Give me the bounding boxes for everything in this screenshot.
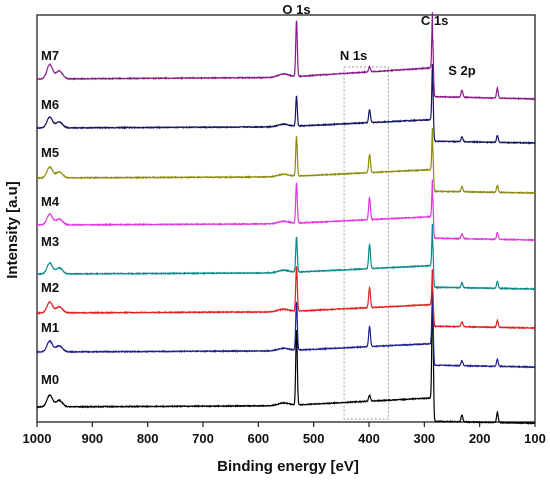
peak-label-s2p: S 2p — [448, 63, 476, 78]
peak-label-c1s: C 1s — [421, 13, 448, 28]
peak-labels: O 1s N 1s C 1s S 2p — [282, 2, 475, 78]
x-tick-label: 700 — [192, 431, 214, 446]
series-layer — [36, 12, 536, 425]
series-label-m6: M6 — [41, 97, 59, 112]
series-label-m4: M4 — [41, 194, 60, 209]
x-tick-label: 800 — [137, 431, 159, 446]
series-label-m1: M1 — [41, 320, 59, 335]
n1s-highlight-box — [343, 66, 389, 420]
x-tick-label: 200 — [469, 431, 491, 446]
series-label-m0: M0 — [41, 372, 59, 387]
series-line-m0 — [36, 286, 536, 425]
series-label-m2: M2 — [41, 280, 59, 295]
series-line-m4 — [36, 179, 536, 242]
x-tick-label: 900 — [81, 431, 103, 446]
peak-label-n1s: N 1s — [340, 48, 367, 63]
x-tick-label: 1000 — [23, 431, 52, 446]
x-tick-label: 500 — [303, 431, 325, 446]
x-tick-label: 400 — [358, 431, 380, 446]
series-label-m5: M5 — [41, 145, 59, 160]
series-line-m5 — [36, 127, 536, 195]
x-tick-label: 300 — [413, 431, 435, 446]
series-line-m1 — [36, 292, 536, 369]
series-label-m7: M7 — [41, 48, 59, 63]
y-axis-title: Intensity [a.u] — [4, 181, 21, 279]
x-tick-label: 600 — [247, 431, 269, 446]
series-line-m2 — [36, 266, 536, 330]
x-ticks: 1000 900 800 700 600 500 400 300 200 100 — [23, 422, 546, 446]
plot-frame — [36, 14, 536, 423]
series-line-m3 — [36, 223, 536, 291]
series-line-m6 — [36, 64, 536, 145]
peak-label-o1s: O 1s — [282, 2, 310, 17]
series-labels: M0 M1 M2 M3 M4 M5 M6 M7 — [41, 48, 60, 387]
x-tick-label: 100 — [524, 431, 546, 446]
series-line-m7 — [36, 12, 536, 101]
series-label-m3: M3 — [41, 234, 59, 249]
x-axis-title: Binding energy [eV] — [217, 458, 359, 475]
